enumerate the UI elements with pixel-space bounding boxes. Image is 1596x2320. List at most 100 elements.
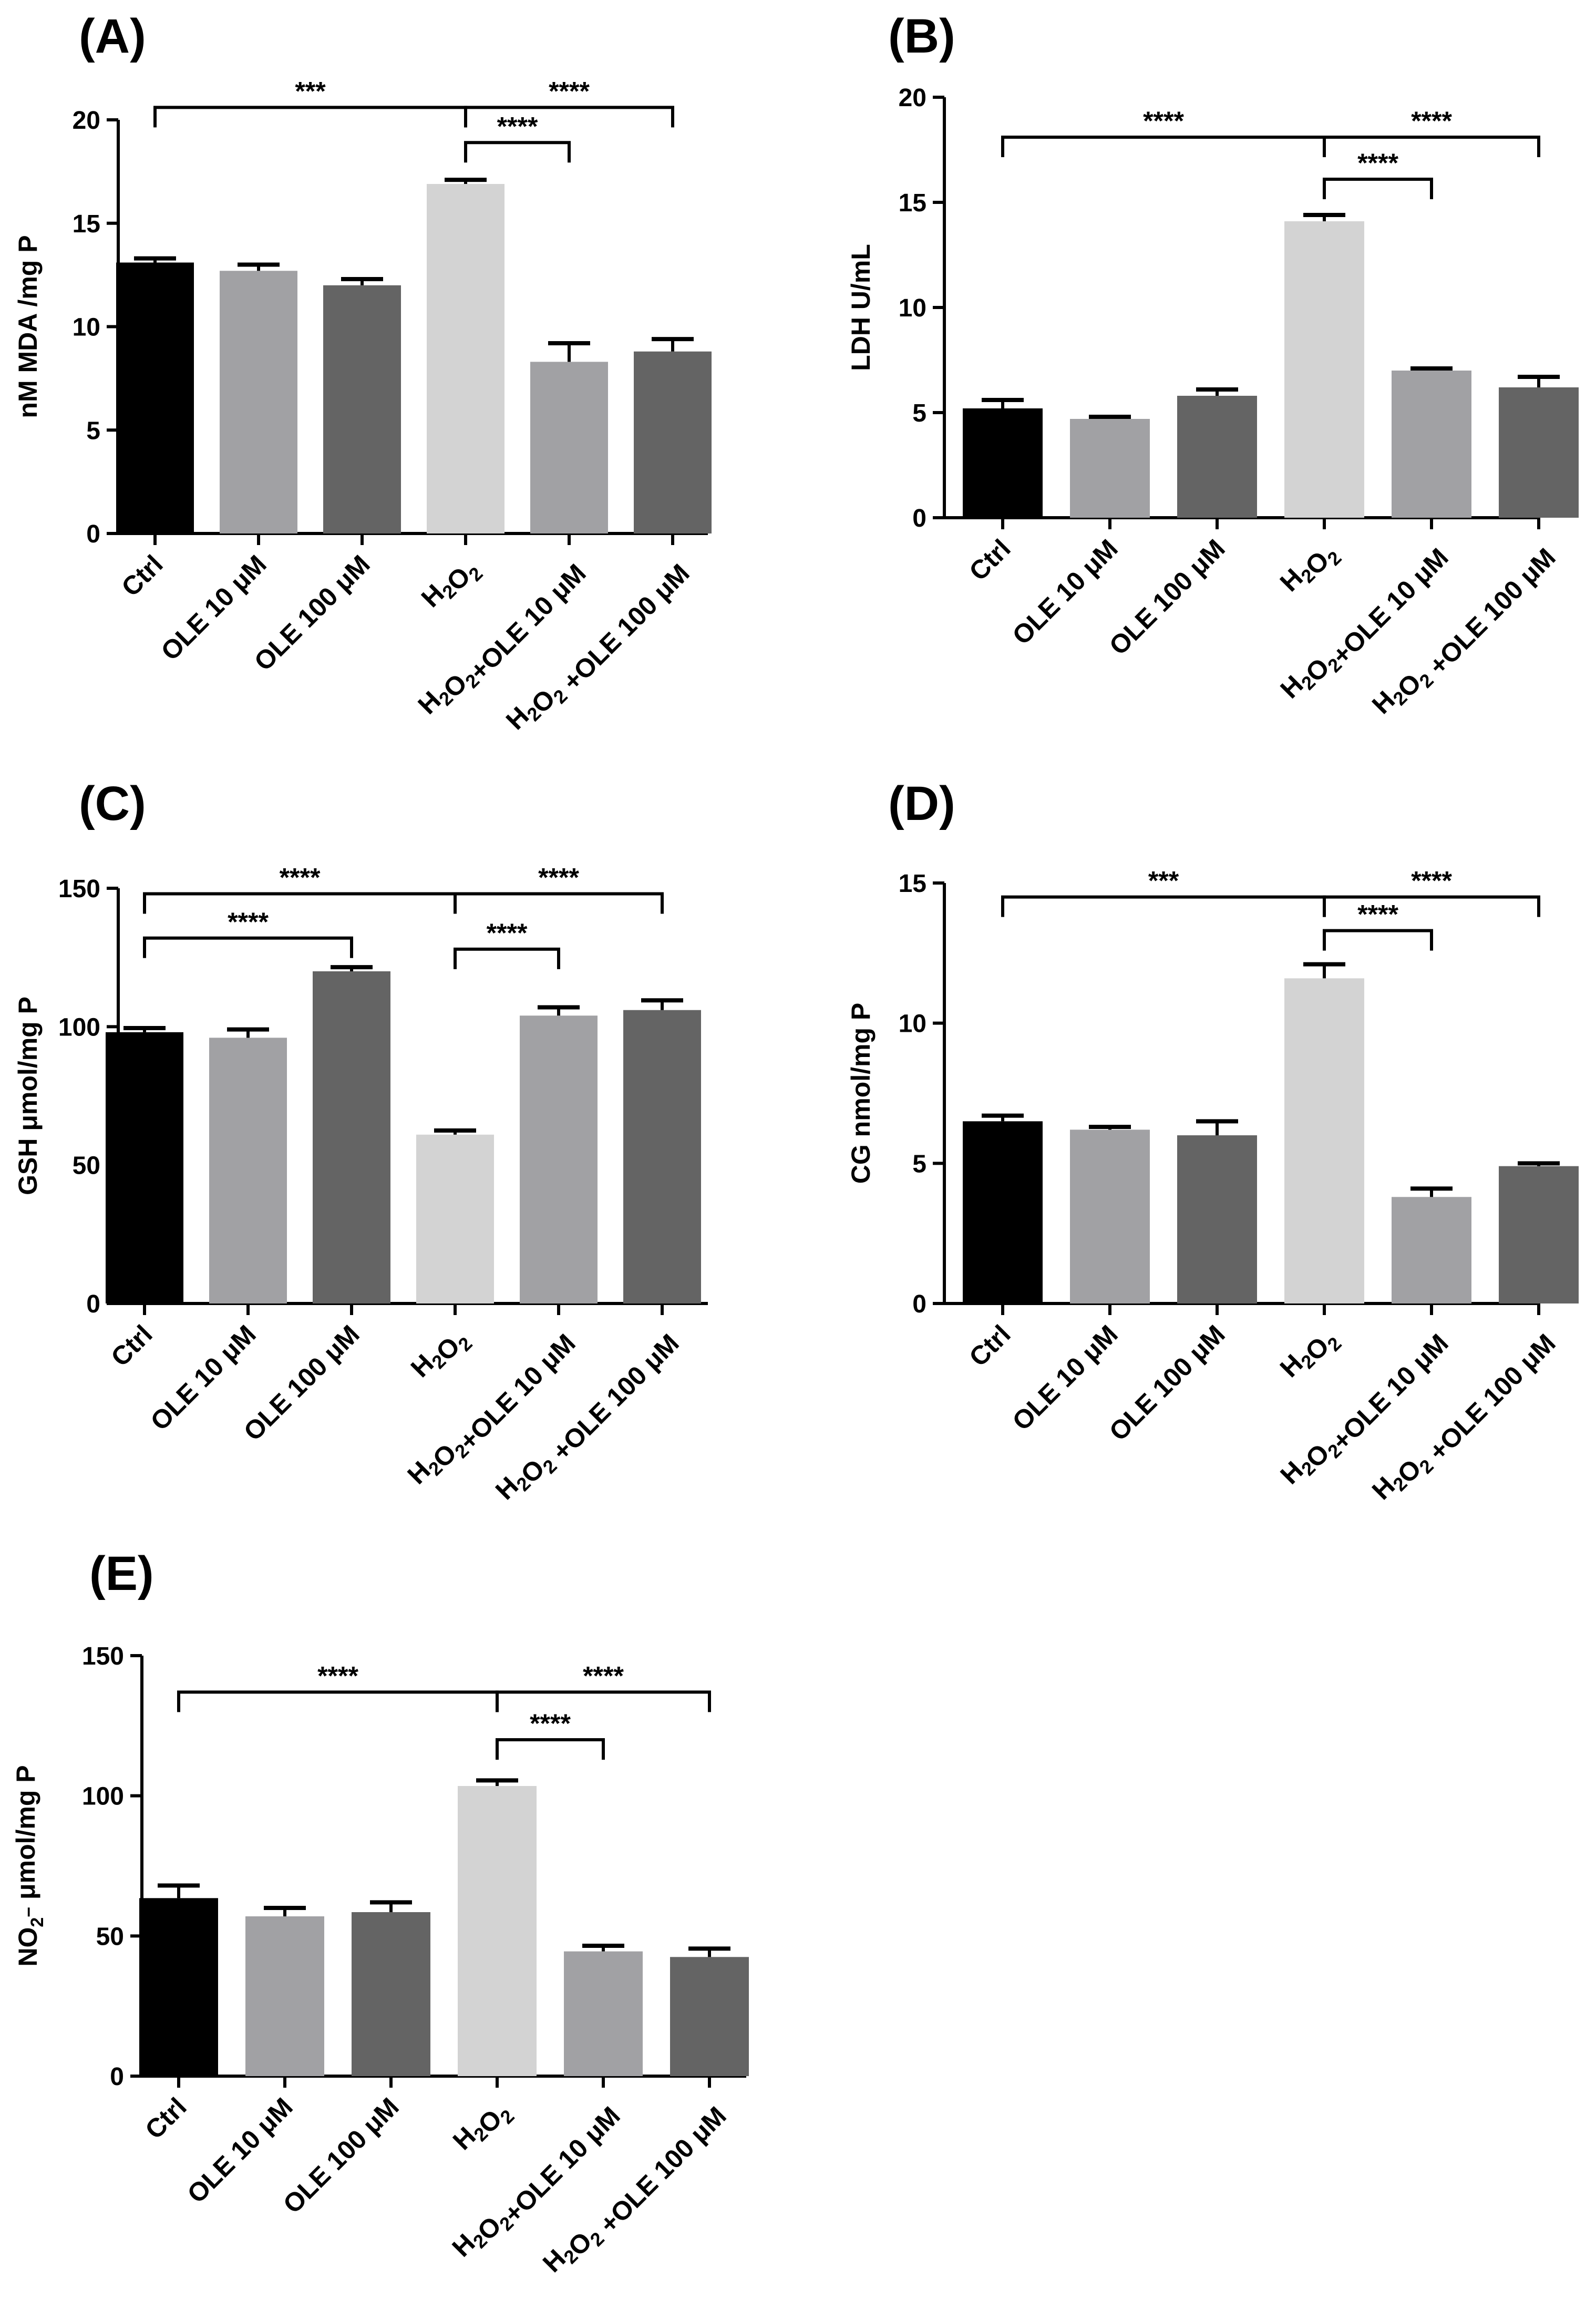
y-tick-label: 150: [82, 1643, 124, 1670]
significance-label: ****: [317, 1661, 358, 1690]
panel-letter: (B): [888, 9, 955, 63]
significance-label: ****: [549, 76, 590, 106]
y-tick-label: 10: [899, 1010, 926, 1038]
y-tick-label: 10: [73, 314, 100, 342]
bar: [623, 1010, 701, 1303]
significance-bracket: [1001, 895, 1326, 917]
y-tick-label: 0: [86, 520, 100, 548]
significance-bracket: [464, 141, 571, 163]
y-axis-label: nM MDA /mg P: [13, 235, 43, 418]
x-category-label: H2O2 +OLE 100 μM: [537, 2092, 732, 2287]
bar: [1177, 396, 1257, 518]
significance-bracket: [1323, 136, 1540, 157]
y-tick-label: 15: [899, 870, 926, 898]
significance-label: ****: [1411, 866, 1452, 896]
x-category-label: Ctrl: [963, 533, 1016, 586]
y-tick-label: 0: [912, 505, 926, 532]
significance-label: ****: [530, 1709, 571, 1738]
x-category-label: H2O2: [1274, 1319, 1346, 1391]
significance-bracket: [496, 1738, 605, 1760]
bar: [1284, 978, 1364, 1303]
y-tick-label: 15: [73, 210, 100, 238]
x-category-label: OLE 10 μM: [145, 1319, 261, 1436]
bar: [520, 1015, 598, 1303]
bar: [416, 1134, 494, 1303]
bar: [245, 1916, 324, 2076]
significance-bracket: [143, 936, 353, 958]
y-tick-label: 0: [86, 1290, 100, 1318]
bar: [427, 183, 504, 533]
significance-bracket: [143, 892, 457, 914]
x-category-label: Ctrl: [963, 1319, 1016, 1372]
bar: [1392, 1197, 1471, 1303]
bar: [963, 408, 1043, 518]
x-category-label: Ctrl: [105, 1319, 158, 1372]
x-category-label: H2O2: [405, 1319, 477, 1391]
significance-label: ****: [1357, 900, 1398, 929]
significance-bracket: [454, 892, 664, 914]
bar: [564, 1951, 643, 2076]
x-category-label: H2O2: [447, 2092, 519, 2163]
y-tick-label: 0: [110, 2063, 124, 2091]
x-category-label: H2O2 +OLE 100 μM: [1366, 533, 1561, 728]
y-axis-label: LDH U/mL: [846, 244, 876, 371]
y-tick-label: 100: [82, 1783, 124, 1811]
y-tick-label: 20: [899, 84, 926, 112]
bar: [963, 1121, 1043, 1303]
x-category-label: OLE 100 μM: [1104, 1319, 1231, 1446]
y-tick-label: 5: [912, 1150, 926, 1178]
y-tick-label: 20: [73, 107, 100, 135]
significance-label: ****: [280, 863, 321, 892]
significance-bracket: [153, 106, 467, 128]
bar: [352, 1912, 430, 2076]
x-category-label: H2O2 +OLE 100 μM: [490, 1319, 685, 1514]
x-category-label: OLE 10 μM: [181, 2092, 298, 2209]
x-category-label: H2O2: [416, 549, 487, 621]
significance-label: ****: [497, 111, 538, 141]
significance-bracket: [1001, 136, 1326, 157]
significance-label: ***: [295, 76, 326, 106]
x-category-label: OLE 10 μM: [1006, 1319, 1123, 1436]
bar: [1177, 1135, 1257, 1303]
bar: [323, 285, 401, 533]
x-category-label: H2O2: [1274, 533, 1346, 605]
y-axis-label: GSH μmol/mg P: [13, 997, 43, 1195]
significance-label: ****: [487, 918, 528, 948]
panel-letter: (A): [79, 9, 146, 63]
significance-bracket: [1323, 178, 1433, 199]
significance-label: ****: [228, 907, 269, 937]
bar: [106, 1032, 183, 1303]
bar: [1070, 419, 1150, 518]
significance-label: ***: [1148, 866, 1179, 896]
bar: [1284, 221, 1364, 518]
significance-label: ****: [1357, 148, 1398, 178]
significance-bracket: [177, 1690, 499, 1712]
bar: [1070, 1130, 1150, 1303]
bar: [116, 262, 194, 533]
panel-letter: (C): [79, 777, 146, 830]
x-category-label: H2O2 +OLE 100 μM: [500, 549, 695, 744]
x-category-label: Ctrl: [139, 2092, 192, 2144]
significance-bracket: [454, 947, 560, 969]
panel-letter: (E): [89, 1547, 154, 1600]
x-category-label: H2O2 +OLE 100 μM: [1366, 1319, 1561, 1514]
x-category-label: OLE 100 μM: [1104, 533, 1231, 661]
bar: [1499, 1166, 1579, 1303]
y-tick-label: 100: [58, 1013, 100, 1041]
y-tick-label: 5: [912, 399, 926, 427]
bar: [634, 351, 712, 533]
significance-bracket: [1323, 929, 1433, 951]
significance-label: ****: [538, 863, 579, 892]
bar: [139, 1898, 218, 2076]
significance-label: ****: [583, 1661, 624, 1690]
bar: [220, 271, 297, 533]
y-tick-label: 15: [899, 189, 926, 217]
bar: [313, 971, 390, 1303]
significance-bracket: [496, 1690, 711, 1712]
bar: [1499, 387, 1579, 518]
